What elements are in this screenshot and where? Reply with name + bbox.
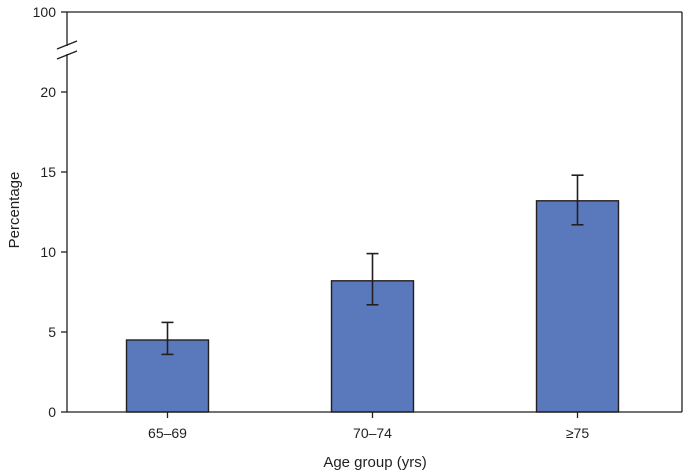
bar (535, 200, 620, 413)
y-axis-title: Percentage (6, 172, 23, 249)
y-tick-label: 15 (40, 164, 56, 180)
x-tick-label: 70–74 (353, 425, 392, 441)
y-tick-label: 10 (40, 244, 56, 260)
y-tick-label: 20 (40, 84, 56, 100)
axis-break-mark-upper (56, 40, 78, 50)
x-axis-title: Age group (yrs) (323, 454, 426, 471)
y-tick-label: 0 (48, 404, 56, 420)
y-tick-label: 5 (48, 324, 56, 340)
chart-axes (56, 11, 683, 418)
chart-marks (125, 174, 620, 413)
y-tick-label: 100 (33, 4, 57, 20)
x-tick-label: 65–69 (148, 425, 187, 441)
x-tick-label: ≥75 (566, 425, 589, 441)
chart-labels: 0 5 10 15 20 100 65–69 70–74 ≥75 Age group (yrs) P… (6, 4, 589, 471)
axis-break-mark-lower (56, 50, 78, 60)
